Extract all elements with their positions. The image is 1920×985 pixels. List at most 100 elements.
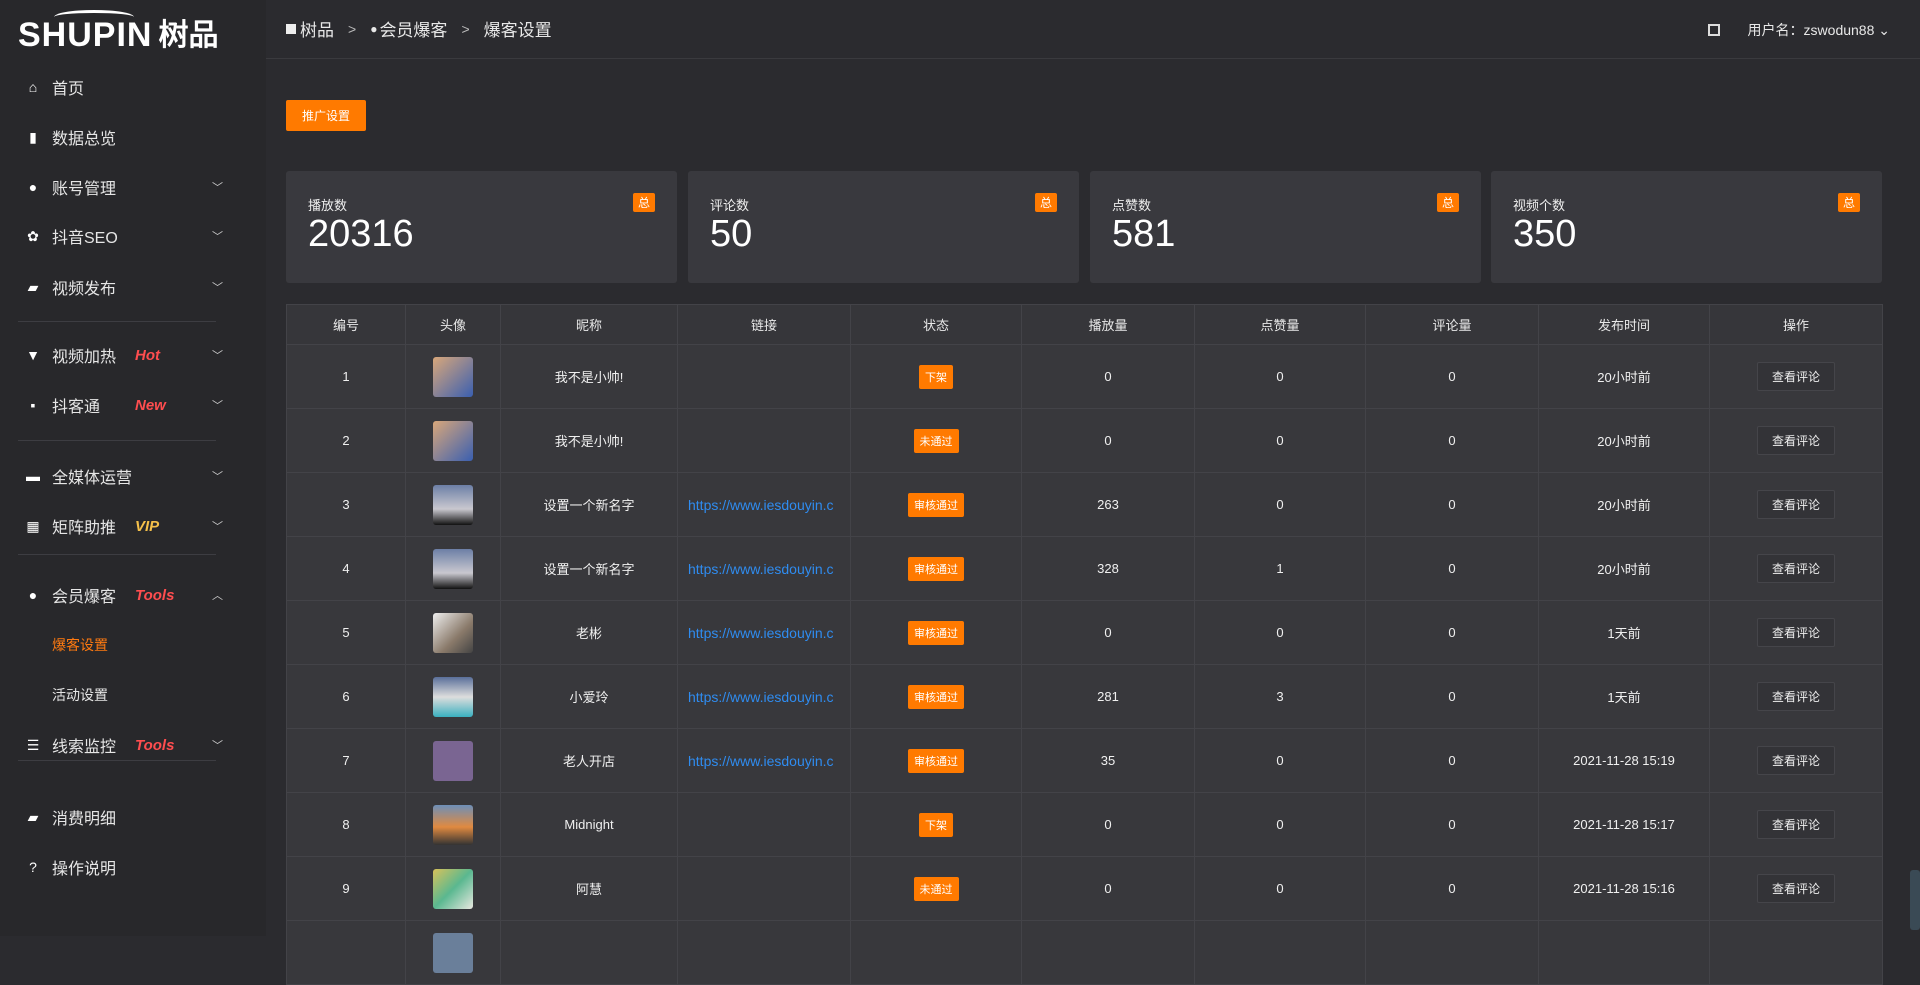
breadcrumb: 树品 > ● 会员爆客 > 爆客设置 (286, 16, 552, 41)
view-comments-button[interactable]: 查看评论 (1756, 874, 1835, 903)
sidebar-item-13[interactable]: ☰ 线索监控 Tools ﹀ (0, 725, 266, 765)
breadcrumb-item-home[interactable]: 树品 (300, 21, 334, 40)
chevron-down-icon: ﹀ (212, 350, 223, 362)
cell-action: 查看评论 (1709, 536, 1883, 601)
sidebar-item-7[interactable]: ▪ 抖客通 New ﹀ (0, 385, 266, 425)
sidebar-item-2[interactable]: ▮ 数据总览 (0, 117, 266, 157)
view-comments-button[interactable]: 查看评论 (1756, 554, 1835, 583)
chevron-down-icon: ﹀ (212, 740, 223, 752)
monitor-icon: ▬ (26, 468, 40, 484)
cell-link (677, 856, 851, 921)
cell-link[interactable]: https://www.iesdouyin.c (677, 536, 851, 601)
breadcrumb-item-member[interactable]: 会员爆客 (379, 21, 448, 40)
cell-action: 查看评论 (1709, 728, 1883, 793)
cell-likes: 0 (1194, 408, 1366, 473)
sidebar-item-1[interactable]: ⌂ 首页 (0, 67, 266, 107)
cell-id: 3 (286, 472, 406, 537)
username: 用户名：zswodun88 (1747, 22, 1875, 38)
fullscreen-icon[interactable] (1707, 24, 1720, 36)
sidebar-item-8[interactable]: ▬ 全媒体运营 ﹀ (0, 456, 266, 496)
cell-likes: 0 (1194, 472, 1366, 537)
view-comments-button[interactable]: 查看评论 (1756, 746, 1835, 775)
cell-link (677, 920, 851, 985)
cell-likes: 0 (1194, 344, 1366, 409)
avatar (433, 356, 473, 397)
cell-time: 20小时前 (1538, 408, 1710, 473)
cell-id: 7 (286, 728, 406, 793)
stat-title: 视频个数 (1513, 198, 1566, 213)
sidebar-item-label: 会员爆客 (52, 589, 117, 606)
sidebar-item-label: 矩阵助推 (52, 520, 117, 537)
promo-settings-button[interactable]: 推广设置 (286, 100, 366, 131)
sidebar-item-14[interactable]: ▰ 消费明细 (0, 797, 266, 837)
sidebar-item-label: 抖音SEO (52, 230, 118, 247)
cell-link[interactable]: https://www.iesdouyin.c (677, 728, 851, 793)
cell-status: 未通过 (850, 408, 1022, 473)
table-header: 编号 头像 昵称 链接 状态 播放量 点赞量 评论量 发布时间 操作 (286, 304, 1883, 345)
sidebar-item-12[interactable]: 活动设置 (0, 675, 266, 715)
stat-value: 20316 (308, 213, 414, 255)
stat-title: 播放数 (308, 198, 348, 213)
avatar (433, 932, 473, 973)
sidebar-item-6[interactable]: ▼ 视频加热 Hot ﹀ (0, 335, 266, 375)
view-comments-button[interactable]: 查看评论 (1756, 490, 1835, 519)
sidebar-item-4[interactable]: ✿ 抖音SEO ﹀ (0, 216, 266, 256)
cell-avatar (405, 600, 501, 665)
cell-action: 查看评论 (1709, 344, 1883, 409)
sidebar-item-5[interactable]: ▰ 视频发布 ﹀ (0, 267, 266, 307)
view-comments-button[interactable]: 查看评论 (1756, 426, 1835, 455)
column-header: 链接 (677, 304, 851, 345)
chevron-down-icon: ﹀ (212, 471, 223, 483)
avatar (433, 740, 473, 781)
cell-plays: 0 (1021, 600, 1195, 665)
stat-value: 350 (1513, 213, 1577, 255)
column-header: 操作 (1709, 304, 1883, 345)
document-icon (286, 23, 296, 34)
cell-status: 审核通过 (850, 536, 1022, 601)
sidebar-item-10[interactable]: ● 会员爆客 Tools ︿ (0, 575, 266, 615)
cell-time: 2021-11-28 15:19 (1538, 728, 1710, 793)
sidebar-item-11[interactable]: 爆客设置 (0, 625, 266, 665)
column-header: 头像 (405, 304, 501, 345)
user-menu[interactable]: 用户名：zswodun88 ⌄ (1748, 20, 1890, 40)
cell-link[interactable]: https://www.iesdouyin.c (677, 664, 851, 729)
home-icon: ⌂ (28, 79, 38, 95)
cell-nickname (500, 920, 678, 985)
chevron-down-icon: ﹀ (212, 521, 223, 533)
cell-time: 2021-11-28 15:16 (1538, 856, 1710, 921)
cell-avatar (405, 472, 501, 537)
floating-widget[interactable] (1910, 870, 1920, 930)
sidebar-badge: Hot (135, 346, 160, 364)
stat-value: 581 (1112, 213, 1176, 255)
sidebar-item-15[interactable]: ? 操作说明 (0, 847, 266, 887)
total-badge: 总 (1837, 193, 1860, 212)
view-comments-button[interactable]: 查看评论 (1756, 810, 1835, 839)
cell-avatar (405, 856, 501, 921)
view-comments-button[interactable]: 查看评论 (1756, 618, 1835, 647)
cell-link[interactable]: https://www.iesdouyin.c (677, 600, 851, 665)
sidebar-item-3[interactable]: ● 账号管理 ﹀ (0, 167, 266, 207)
header: 树品 > ● 会员爆客 > 爆客设置 用户名：zswodun88 ⌄ (266, 0, 1920, 59)
logo[interactable]: SHUPIN 树品 (18, 10, 230, 52)
sidebar-item-9[interactable]: ▦ 矩阵助推 VIP ﹀ (0, 506, 266, 546)
cell-comments: 0 (1365, 792, 1539, 857)
cell-status: 下架 (850, 344, 1022, 409)
stat-title: 评论数 (710, 198, 750, 213)
view-comments-button[interactable]: 查看评论 (1756, 362, 1835, 391)
cell-status: 审核通过 (850, 600, 1022, 665)
sidebar-item-label: 首页 (52, 81, 85, 98)
gear-icon: ✿ (27, 227, 39, 244)
cell-avatar (405, 536, 501, 601)
cell-action (1709, 920, 1883, 985)
cell-plays: 281 (1021, 664, 1195, 729)
cell-link[interactable]: https://www.iesdouyin.c (677, 472, 851, 537)
total-badge: 总 (1436, 193, 1459, 212)
sidebar-item-label: 爆客设置 (52, 637, 108, 653)
view-comments-button[interactable]: 查看评论 (1756, 682, 1835, 711)
cell-likes: 0 (1194, 792, 1366, 857)
cell-nickname: Midnight (500, 792, 678, 857)
sidebar-divider (18, 440, 216, 441)
chevron-down-icon: ﹀ (212, 182, 223, 194)
sidebar-divider (18, 554, 216, 555)
sidebar-item-label: 数据总览 (52, 131, 117, 148)
